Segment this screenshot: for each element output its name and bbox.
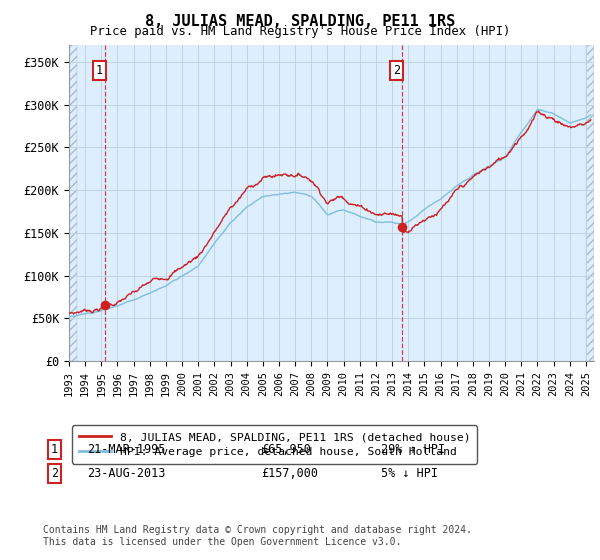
Text: 2: 2 [393,64,400,77]
Legend: 8, JULIAS MEAD, SPALDING, PE11 1RS (detached house), HPI: Average price, detache: 8, JULIAS MEAD, SPALDING, PE11 1RS (deta… [72,426,478,464]
Text: 2: 2 [51,466,58,480]
Text: 5% ↓ HPI: 5% ↓ HPI [381,466,438,480]
Text: 29% ↑ HPI: 29% ↑ HPI [381,442,445,456]
Text: Contains HM Land Registry data © Crown copyright and database right 2024.
This d: Contains HM Land Registry data © Crown c… [43,525,472,547]
Text: 1: 1 [51,442,58,456]
Text: 23-AUG-2013: 23-AUG-2013 [87,466,166,480]
Text: 1: 1 [95,64,103,77]
Text: £157,000: £157,000 [261,466,318,480]
Text: Price paid vs. HM Land Registry's House Price Index (HPI): Price paid vs. HM Land Registry's House … [90,25,510,38]
Text: 8, JULIAS MEAD, SPALDING, PE11 1RS: 8, JULIAS MEAD, SPALDING, PE11 1RS [145,14,455,29]
Text: £65,950: £65,950 [261,442,311,456]
Text: 21-MAR-1995: 21-MAR-1995 [87,442,166,456]
